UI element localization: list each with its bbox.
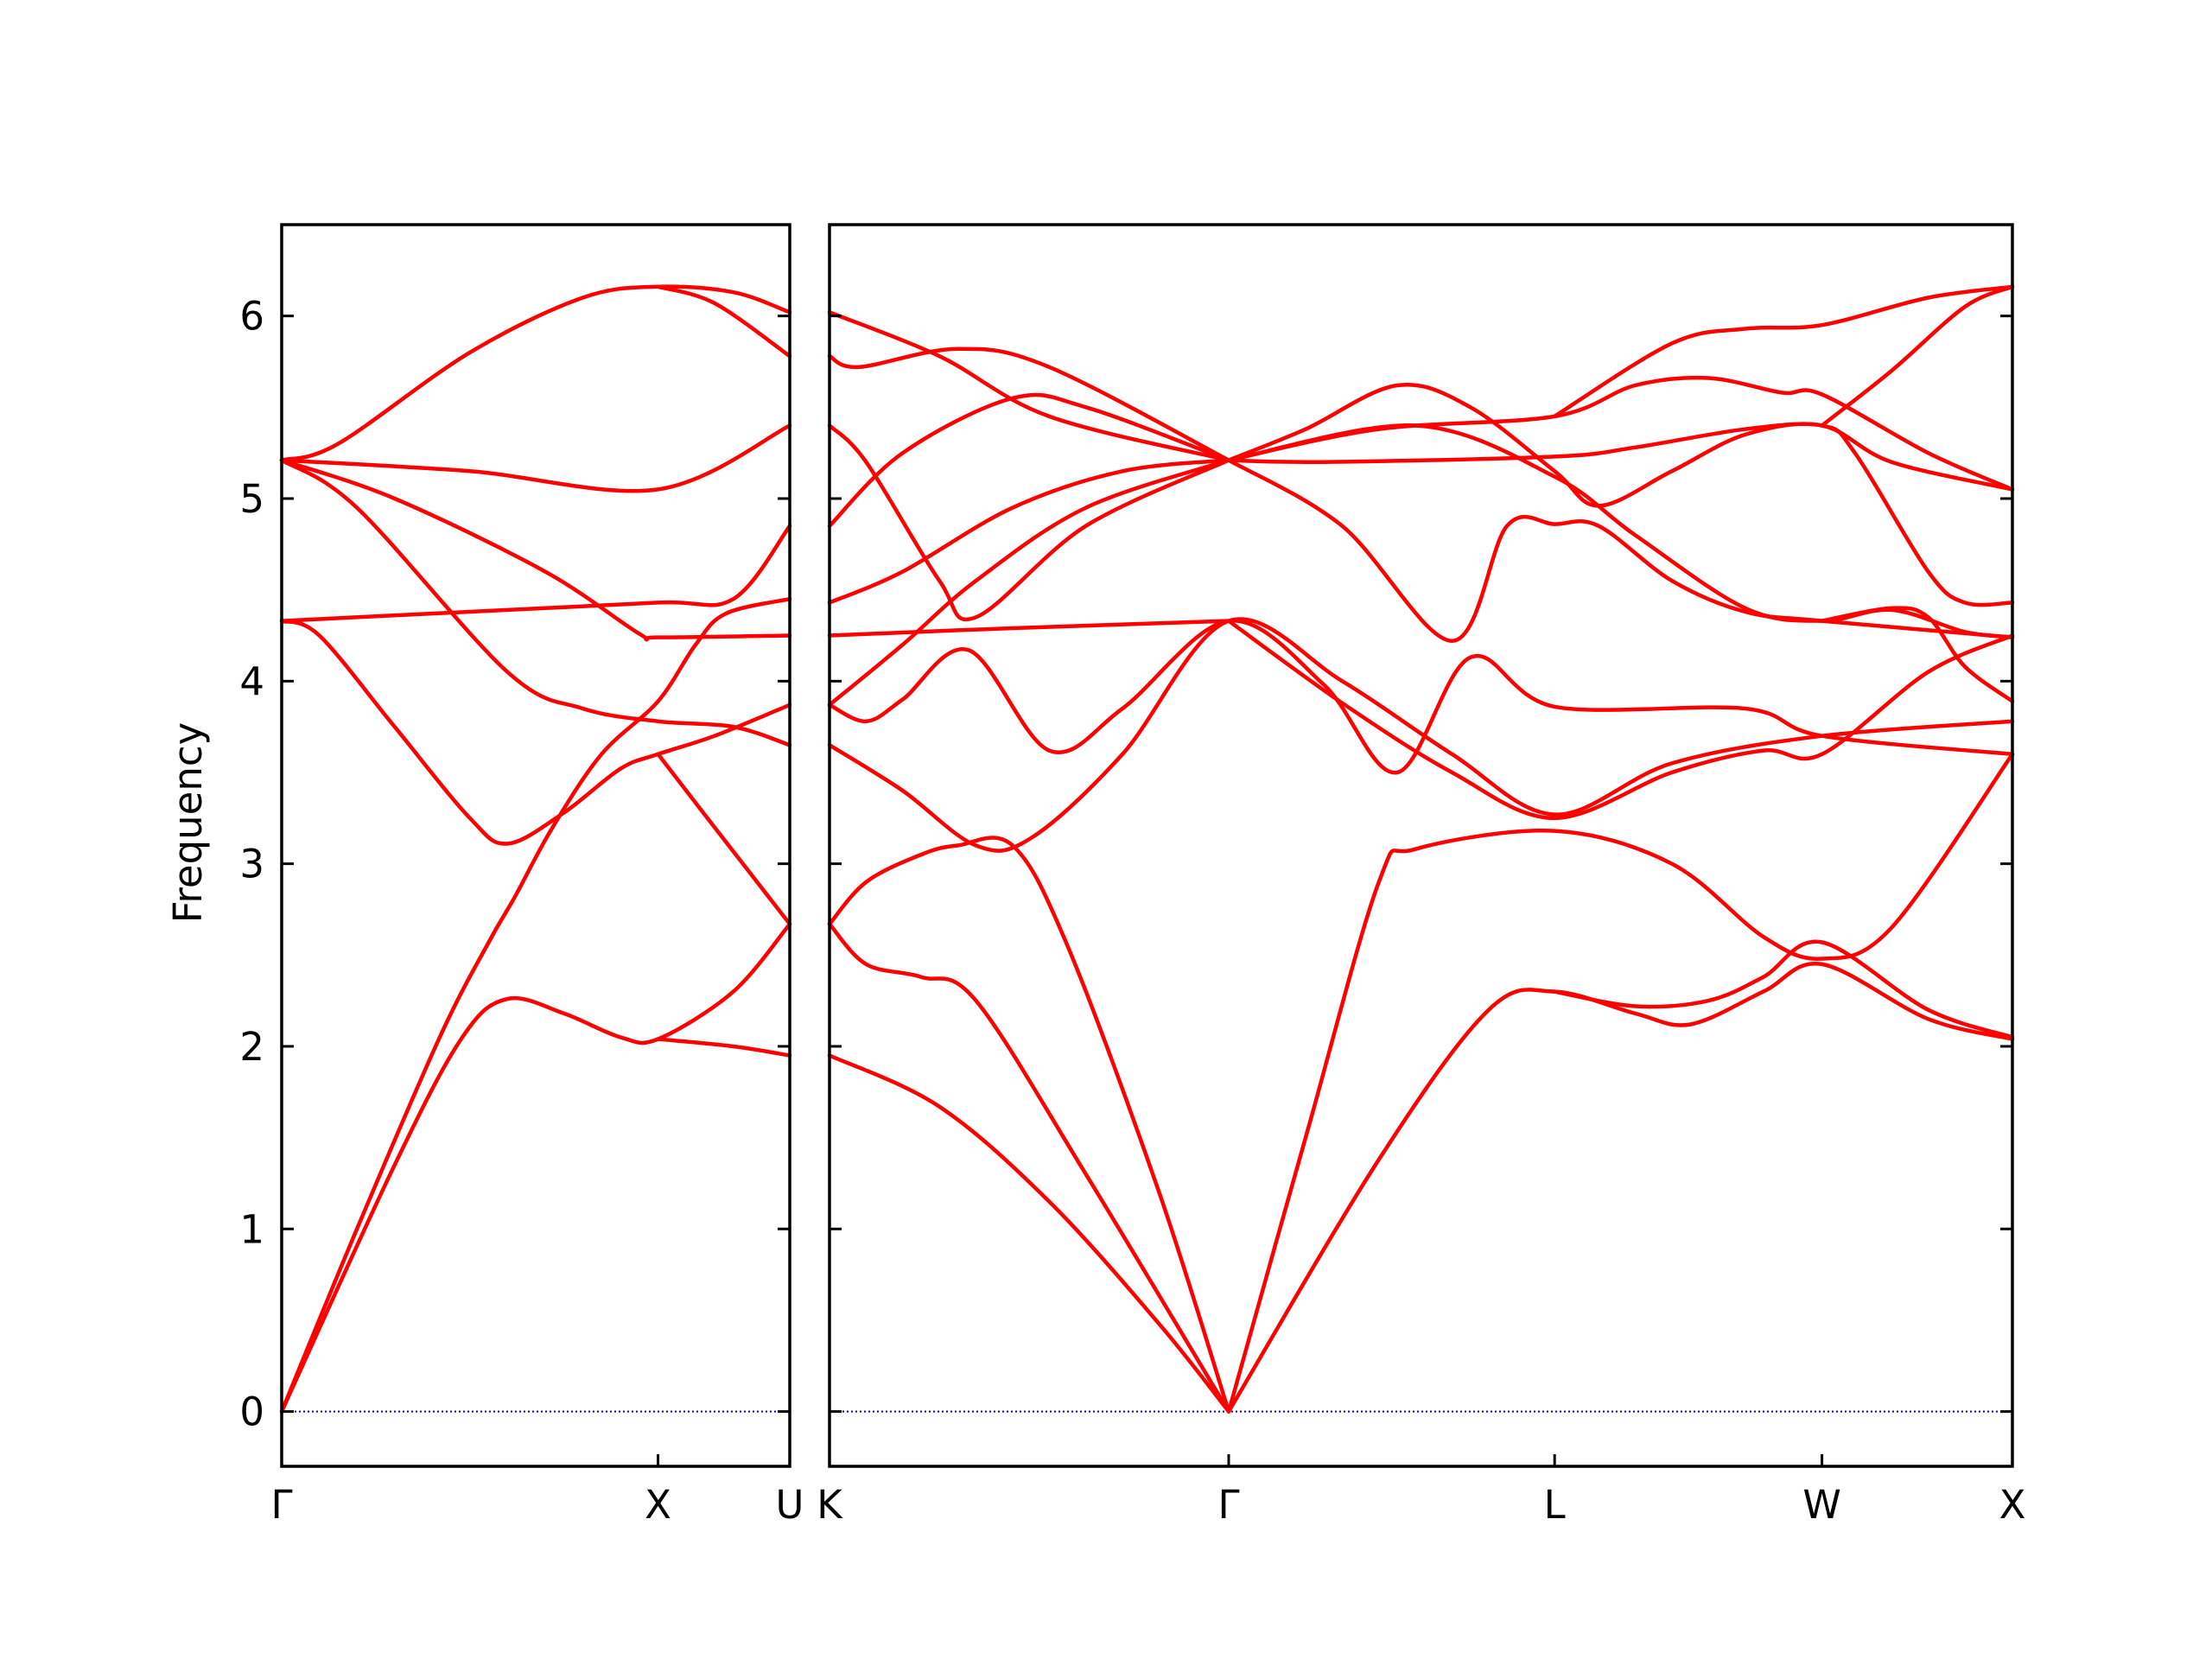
y-tick-label: 2 — [239, 1024, 264, 1070]
band-line — [827, 836, 1231, 1414]
band-line — [1552, 284, 2015, 419]
band-line — [1820, 284, 2015, 428]
band-line — [1552, 939, 2015, 1039]
band-line — [827, 458, 1231, 708]
band-line — [279, 524, 792, 623]
band-line — [279, 423, 792, 493]
band-line — [827, 619, 2015, 775]
x-tick-label: K — [817, 1482, 843, 1528]
band-line — [1226, 619, 2015, 821]
band-line — [279, 458, 792, 642]
band-line — [1226, 423, 2015, 639]
band-line — [279, 458, 792, 747]
x-tick-label: Γ — [1217, 1482, 1239, 1528]
band-line — [656, 752, 792, 926]
band-line — [827, 1053, 1231, 1414]
band-line — [827, 922, 1231, 1414]
band-line — [827, 310, 1231, 462]
band-line — [1226, 422, 2015, 607]
y-axis-label: Frequency — [165, 722, 211, 923]
band-line — [279, 284, 792, 462]
y-tick-label: 1 — [239, 1206, 264, 1252]
panel-left: 0 1 2 3 4 5 6 Γ X U — [239, 223, 804, 1528]
x-tick-label: L — [1544, 1482, 1566, 1528]
y-tick-label: 3 — [239, 842, 264, 887]
y-tick-label: 0 — [239, 1389, 264, 1435]
band-line — [827, 458, 1231, 605]
band-line — [1820, 606, 2015, 703]
axes-frame — [280, 223, 791, 1468]
band-line — [1226, 752, 2015, 1414]
band-line — [827, 346, 1231, 462]
x-tick-label: Γ — [270, 1482, 292, 1528]
y-tick-label: 6 — [239, 294, 264, 340]
x-tick-label: X — [1999, 1482, 2026, 1528]
band-line — [827, 392, 1231, 528]
band-line — [279, 596, 792, 1414]
band-line — [1226, 382, 2015, 508]
x-tick-label: W — [1802, 1482, 1841, 1528]
axes-frame — [828, 223, 2014, 1468]
y-tick-label: 4 — [239, 658, 264, 704]
x-tick-label: X — [645, 1482, 671, 1528]
y-tick-label: 5 — [239, 476, 264, 522]
band-line — [279, 922, 792, 1414]
band-line — [1226, 458, 2015, 644]
x-tick-label: U — [776, 1482, 804, 1528]
band-line — [827, 617, 2015, 853]
band-line — [656, 1037, 792, 1058]
band-line — [279, 619, 792, 846]
band-line — [827, 423, 1231, 622]
band-line — [656, 284, 792, 359]
band-line — [827, 619, 1231, 638]
band-line — [1226, 961, 2015, 1414]
